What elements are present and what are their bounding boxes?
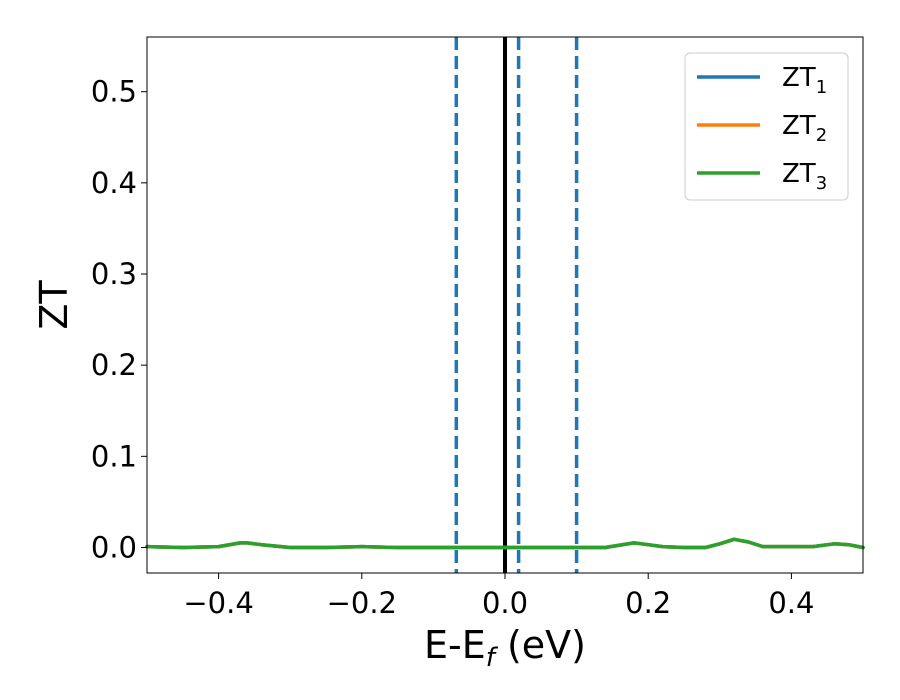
y-axis-label: ZT <box>32 280 76 330</box>
x-tick-label: 0.4 <box>768 586 814 620</box>
legend-frame <box>684 52 849 201</box>
legend-label-3: ZT3 <box>782 159 827 194</box>
x-tick-label: 0.0 <box>482 586 528 620</box>
x-tick-label: −0.4 <box>183 586 253 620</box>
legend: ZT1 ZT2 ZT3 <box>684 52 849 201</box>
x-axis: −0.4 −0.2 0.0 0.2 0.4 <box>183 573 814 620</box>
y-tick-label: 0.2 <box>91 348 137 382</box>
y-tick-label: 0.5 <box>91 75 137 109</box>
x-tick-label: 0.2 <box>625 586 671 620</box>
x-tick-label: −0.2 <box>327 586 397 620</box>
y-tick-label: 0.4 <box>91 166 137 200</box>
vertical-reference-lines <box>454 37 579 573</box>
y-axis: 0.0 0.1 0.2 0.3 0.4 0.5 <box>91 75 147 564</box>
x-axis-label: E-Ef (eV) <box>424 623 586 673</box>
y-tick-label: 0.3 <box>91 257 137 291</box>
series-line-3 <box>145 537 865 550</box>
legend-label-2: ZT2 <box>782 111 827 146</box>
y-tick-label: 0.0 <box>91 530 137 564</box>
legend-label-1: ZT1 <box>782 63 827 98</box>
y-tick-label: 0.1 <box>91 439 137 473</box>
series-lines <box>145 537 865 550</box>
